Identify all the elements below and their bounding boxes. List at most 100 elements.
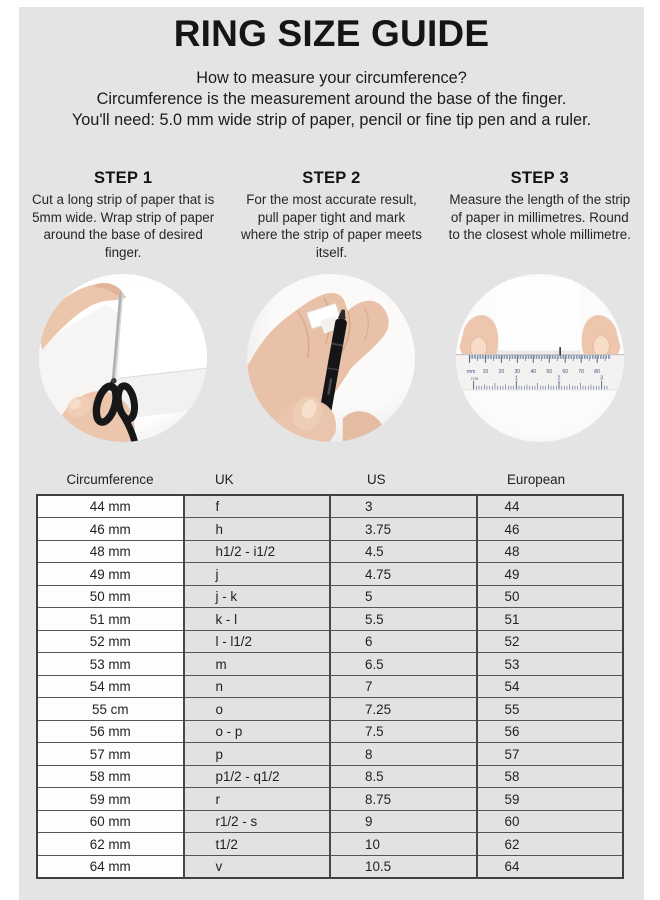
table-row: 50 mm j - k 5 50 [37, 584, 623, 608]
table-row: 51 mm k - l 5.5 51 [37, 607, 623, 631]
step-1-photo-scissors-cutting-paper [39, 274, 208, 443]
header-circumference: Circumference [66, 472, 154, 488]
table-row: 44 mm f 3 44 [37, 495, 623, 518]
step-2-photo-pen-marking-strip [247, 274, 416, 443]
step-photos-row: mm 10 20 30 40 50 60 70 80 THS 1 2 3 [19, 274, 644, 443]
table-row: 54 mm n 7 54 [37, 674, 623, 698]
svg-text:mm: mm [467, 369, 475, 375]
table-cell: 6 [330, 629, 478, 653]
table-cell: 51 mm [37, 607, 185, 631]
table-cell: 8 [330, 742, 478, 766]
table-cell: 7 [330, 674, 478, 698]
intro-line-2: Circumference is the measurement around … [96, 90, 567, 108]
table-row: 60 mm r1/2 - s 9 60 [37, 809, 623, 833]
table-row: 58 mm p1/2 - q1/2 8.5 58 [37, 764, 623, 788]
table-cell: 44 [504, 499, 520, 515]
table-row: 46 mm h 3.75 46 [37, 517, 623, 541]
table-cell: 3 [330, 495, 478, 518]
header-european: European [507, 472, 566, 488]
table-cell: 50 mm [37, 584, 185, 608]
table-cell: 4.75 [330, 562, 478, 586]
table-cell: p [183, 742, 331, 766]
size-table-body: 44 mm f 3 44 46 mm h 3.75 46 48 mm h1/2 - i1/2 4.5… [37, 495, 623, 878]
table-cell: j - k [183, 584, 331, 608]
table-row: 59 mm r 8.75 59 [37, 787, 623, 811]
table-cell: 5.5 [330, 607, 478, 631]
table-cell: 56 [476, 719, 623, 743]
ruler-inch-scale: THS 1 2 3 [471, 376, 608, 390]
table-cell: 64 mm [37, 854, 185, 878]
svg-text:50: 50 [546, 369, 552, 375]
step-2: STEP 2 For the most accurate result, pul… [227, 169, 435, 261]
table-cell: o - p [183, 719, 331, 743]
table-cell: 49 mm [37, 562, 185, 586]
table-cell: 10 [330, 832, 478, 856]
table-cell: 8.5 [330, 764, 478, 788]
step-1: STEP 1 Cut a long strip of paper that is… [19, 169, 227, 261]
table-cell: t1/2 [183, 832, 331, 856]
table-cell: 58 mm [37, 764, 185, 788]
intro-line-3: You'll need: 5.0 mm wide strip of paper,… [71, 111, 592, 129]
intro-line-1: How to measure your circumference? [196, 69, 467, 87]
table-cell: h [183, 517, 331, 541]
step-1-description: Cut a long strip of paper that is 5mm wi… [31, 192, 215, 260]
table-cell: p1/2 - q1/2 [183, 764, 331, 788]
table-row: 57 mm p 8 57 [37, 742, 623, 766]
ruler-mm-scale: mm 10 20 30 40 50 60 70 80 [467, 355, 610, 375]
svg-text:70: 70 [578, 369, 584, 375]
intro-text: How to measure your circumference? Circu… [19, 68, 644, 131]
size-table-header: Circumference UK US European [36, 472, 624, 494]
step-3-photo-ruler-measurement: mm 10 20 30 40 50 60 70 80 THS 1 2 3 [455, 274, 624, 443]
table-row: 56 mm o - p 7.5 56 [37, 719, 623, 743]
table-cell: 60 mm [37, 809, 185, 833]
table-cell: 52 mm [37, 629, 185, 653]
step-3: STEP 3 Measure the length of the strip o… [436, 169, 644, 261]
guide-panel: RING SIZE GUIDE How to measure your circ… [19, 7, 644, 900]
header-uk: UK [215, 472, 234, 488]
svg-text:60: 60 [562, 369, 568, 375]
table-cell: f [183, 495, 331, 518]
table-cell: 5 [330, 584, 478, 608]
table-cell: 51 [476, 607, 623, 631]
table-cell: r1/2 - s [183, 809, 331, 833]
table-cell: r [183, 787, 331, 811]
table-cell: 49 [476, 562, 623, 586]
table-cell: 62 [476, 832, 623, 856]
table-cell: 48 [476, 539, 623, 563]
table-cell: 46 mm [37, 517, 185, 541]
table-cell: 53 [476, 652, 623, 676]
table-cell: 60 [476, 809, 623, 833]
table-cell: 57 [476, 742, 623, 766]
svg-text:1: 1 [515, 376, 518, 382]
table-row: 62 mm t1/2 10 62 [37, 832, 623, 856]
table-cell: h1/2 - i1/2 [183, 539, 331, 563]
table-cell: 9 [330, 809, 478, 833]
svg-text:10: 10 [482, 369, 488, 375]
table-cell: 58 [476, 764, 623, 788]
table-cell: l - l1/2 [183, 629, 331, 653]
step-1-label: STEP 1 [93, 169, 153, 187]
table-row: 48 mm h1/2 - i1/2 4.5 48 [37, 539, 623, 563]
table-row: 49 mm j 4.75 49 [37, 562, 623, 586]
table-cell: 55 cm [37, 697, 185, 721]
table-cell: k - l [183, 607, 331, 631]
step-2-description: For the most accurate result, pull paper… [241, 192, 422, 260]
page-title: RING SIZE GUIDE [173, 13, 490, 54]
table-cell: o [183, 697, 331, 721]
table-cell: j [183, 562, 331, 586]
ring-size-table: 44 mm f 3 44 46 mm h 3.75 46 48 mm h1/2 - i1/2 4.5… [36, 494, 624, 879]
table-cell: 3.75 [330, 517, 478, 541]
table-cell: 48 mm [37, 539, 185, 563]
table-row: 53 mm m 6.5 53 [37, 652, 623, 676]
header-us: US [367, 472, 386, 488]
svg-text:40: 40 [530, 369, 536, 375]
table-cell: 56 mm [37, 719, 185, 743]
table-row: 52 mm l - l1/2 6 52 [37, 629, 623, 653]
table-cell: 54 [476, 674, 623, 698]
table-cell: 46 [476, 517, 623, 541]
svg-text:20: 20 [498, 369, 504, 375]
table-cell: 6.5 [330, 652, 478, 676]
steps-row: STEP 1 Cut a long strip of paper that is… [19, 169, 644, 261]
svg-text:THS: THS [471, 378, 479, 382]
